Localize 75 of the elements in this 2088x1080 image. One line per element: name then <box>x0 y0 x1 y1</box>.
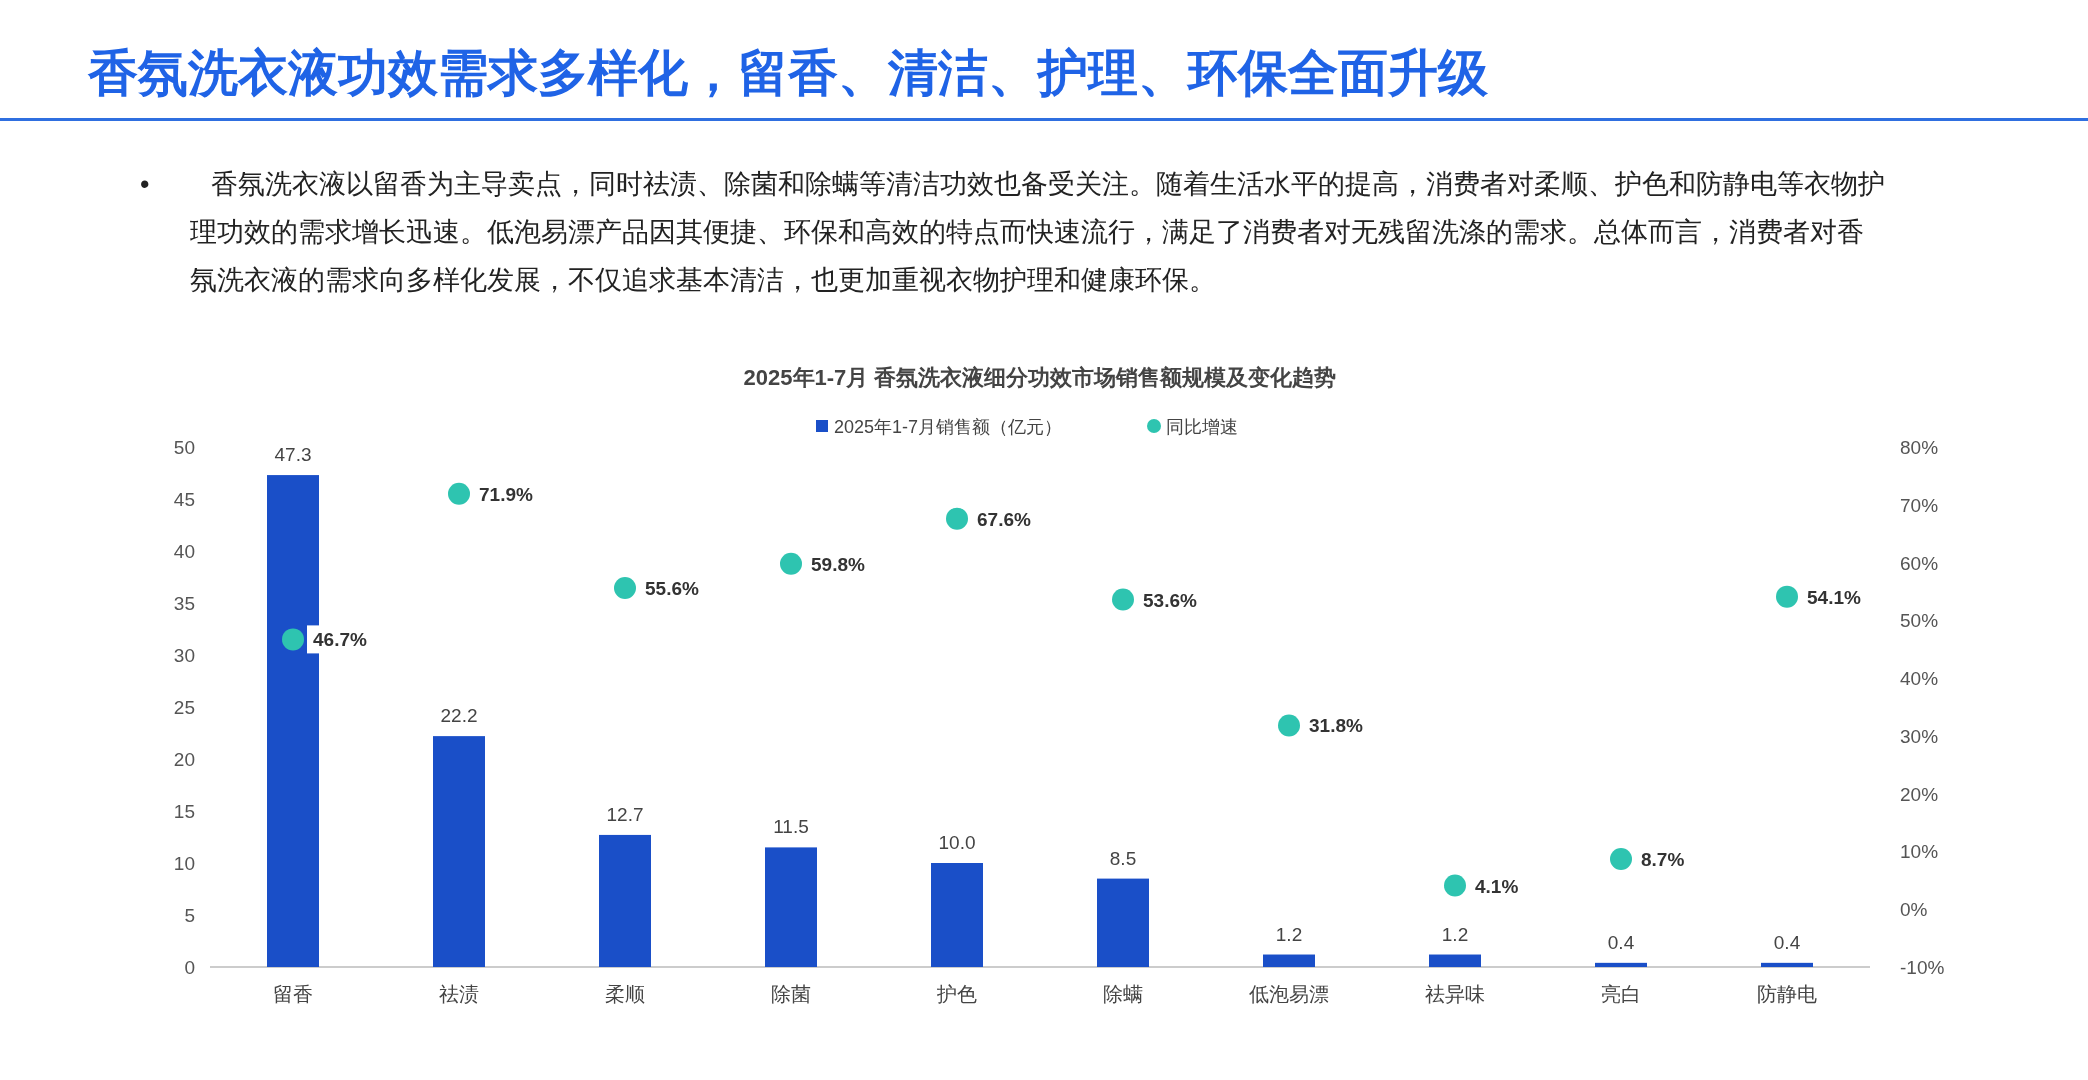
point <box>1444 874 1466 897</box>
x-tick-label: 祛异味 <box>1425 983 1485 1005</box>
data-label: 12.7 <box>606 803 644 825</box>
point <box>1278 714 1300 737</box>
y2-tick-label: 30% <box>1900 725 1939 747</box>
bar <box>1761 962 1813 967</box>
y2-tick-label: -10% <box>1900 957 1945 978</box>
y-tick-label: 40 <box>173 541 195 562</box>
y-tick-label: 45 <box>173 489 195 510</box>
y2-tick-label: 50% <box>1900 610 1939 632</box>
bar <box>599 834 651 967</box>
data-label: 0.4 <box>1607 931 1635 953</box>
point <box>946 507 968 530</box>
data-label: 10.0 <box>938 832 976 853</box>
point <box>614 576 636 599</box>
x-tick-label: 除螨 <box>1103 983 1143 1005</box>
data-label: 1.2 <box>1441 923 1469 945</box>
point <box>282 628 304 651</box>
bar <box>1595 962 1647 967</box>
point <box>448 482 470 505</box>
legend-label: 同比增速 <box>1166 417 1238 437</box>
data-label: 46.7% <box>313 629 367 651</box>
y2-tick-label: 70% <box>1900 494 1939 516</box>
data-label: 1.2 <box>1275 923 1303 945</box>
y2-tick-label: 60% <box>1900 552 1939 574</box>
data-label: 8.7% <box>1641 848 1685 870</box>
text: • 香氛洗衣液以留香为主导卖点，同时祛渍、除菌和除螨等清洁功效也备受关注。随着生活水平的提高，消费者对柔顺、护色和防静电等衣物护理功效的需求增长迅速。低泡易漂产品因其便捷、环保和高效的特点而快速流行，满足了消费者对无残留洗涤的需求。总体而言，消费者对香氛洗衣液的需求向多样化发展，不仅追求基本清洁，也更加重视衣物护理和健康环保。 <box>140 168 1886 297</box>
text: 香氛洗衣液功效需求多样化，留香、清洁、护理、环保全面升级 <box>88 44 1488 103</box>
legend-label: 2025年1-7月销售额（亿元） <box>834 417 1063 437</box>
data-label: 59.8% <box>811 553 865 575</box>
y-tick-label: 0 <box>184 957 195 978</box>
x-tick-label: 防静电 <box>1757 983 1817 1005</box>
data-label: 0.4 <box>1773 931 1801 953</box>
data-label: 22.2 <box>440 705 478 727</box>
y2-tick-label: 80% <box>1900 437 1939 458</box>
point <box>1776 585 1798 608</box>
bar <box>931 863 983 967</box>
y-tick-label: 15 <box>173 801 195 822</box>
bar <box>1097 878 1149 967</box>
point <box>1112 588 1134 611</box>
y-tick-label: 30 <box>173 645 195 666</box>
data-label: 71.9% <box>479 483 533 505</box>
y-tick-label: 5 <box>184 905 195 926</box>
y-tick-label: 10 <box>173 853 195 874</box>
y2-tick-label: 20% <box>1900 783 1939 805</box>
y2-tick-label: 40% <box>1900 668 1939 690</box>
point <box>780 552 802 575</box>
bar <box>765 847 817 967</box>
point <box>1610 847 1632 870</box>
y-tick-label: 20 <box>173 749 195 770</box>
data-label: 8.5 <box>1109 847 1137 869</box>
data-label: 67.6% <box>977 508 1031 530</box>
x-tick-label: 亮白 <box>1601 983 1641 1005</box>
data-label: 31.8% <box>1309 715 1363 737</box>
bar <box>1263 954 1315 967</box>
x-tick-label: 除菌 <box>771 983 811 1005</box>
data-label: 54.1% <box>1807 586 1861 608</box>
y-tick-label: 35 <box>173 593 195 614</box>
data-label: 47.3 <box>274 444 312 466</box>
x-tick-label: 柔顺 <box>605 983 645 1005</box>
data-label: 55.6% <box>645 577 699 599</box>
bar <box>433 736 485 967</box>
x-tick-label: 祛渍 <box>439 983 479 1005</box>
x-tick-label: 护色 <box>936 983 977 1005</box>
data-label: 11.5 <box>773 816 809 838</box>
x-tick-label: 留香 <box>273 983 313 1005</box>
data-label: 4.1% <box>1475 875 1519 897</box>
bar <box>1429 954 1481 967</box>
x-tick-label: 低泡易漂 <box>1249 983 1329 1005</box>
y2-tick-label: 0% <box>1900 899 1928 921</box>
chart-title: 2025年1-7月 香氛洗衣液细分功效市场销售额规模及变化趋势 <box>743 365 1337 390</box>
y-tick-label: 50 <box>173 437 195 458</box>
data-label: 53.6% <box>1143 589 1197 611</box>
y-tick-label: 25 <box>173 697 195 718</box>
y2-tick-label: 10% <box>1900 841 1939 863</box>
